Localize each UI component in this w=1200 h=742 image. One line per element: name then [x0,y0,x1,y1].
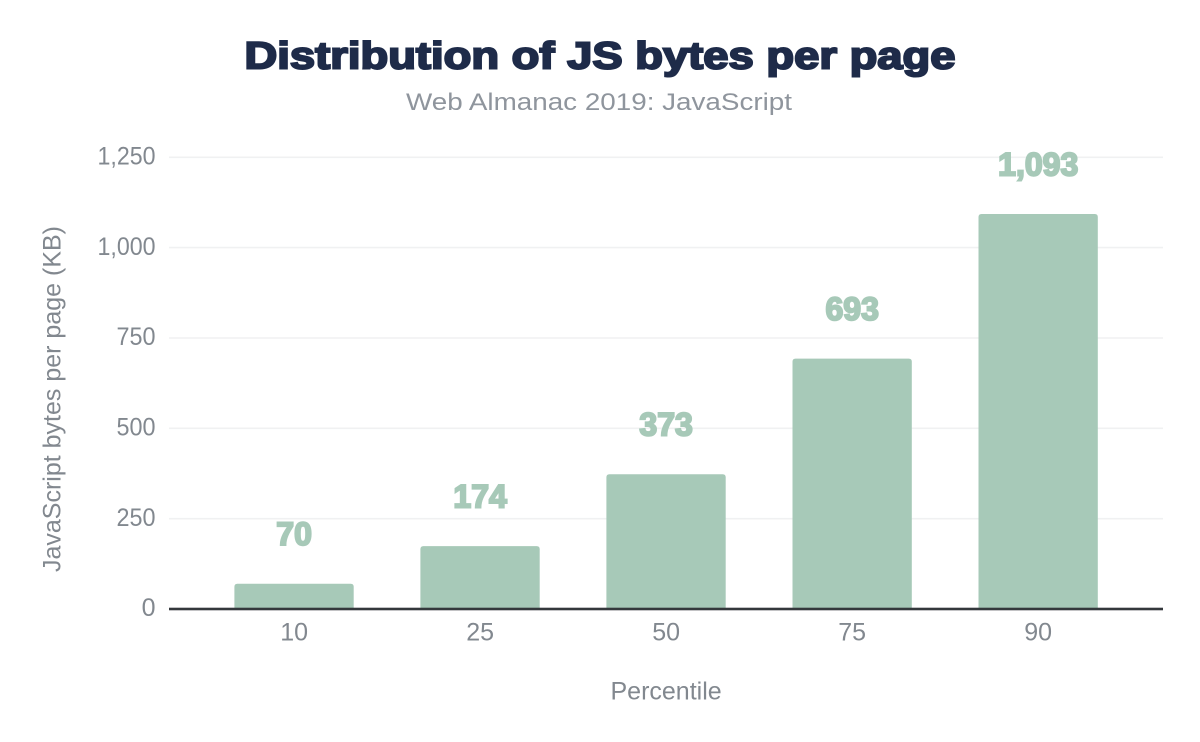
svg-text:25: 25 [466,619,494,647]
svg-text:50: 50 [652,619,680,647]
svg-text:500: 500 [117,414,156,442]
svg-text:693: 693 [826,291,879,327]
svg-text:Web Almanac 2019: JavaScript: Web Almanac 2019: JavaScript [406,89,792,116]
svg-text:373: 373 [639,407,692,443]
svg-text:70: 70 [276,516,312,552]
svg-text:250: 250 [117,504,156,532]
svg-text:1,250: 1,250 [98,143,156,171]
svg-text:750: 750 [117,323,156,351]
svg-text:10: 10 [280,619,308,647]
svg-text:JavaScript bytes per page (KB): JavaScript bytes per page (KB) [39,226,67,572]
svg-text:174: 174 [453,479,507,515]
svg-text:0: 0 [142,594,156,622]
svg-text:Percentile: Percentile [611,678,722,706]
svg-text:1,000: 1,000 [98,233,156,261]
svg-text:90: 90 [1024,619,1052,647]
svg-text:75: 75 [838,619,866,647]
svg-text:Distribution of JS bytes per p: Distribution of JS bytes per page [245,36,956,78]
svg-text:1,093: 1,093 [998,147,1078,183]
